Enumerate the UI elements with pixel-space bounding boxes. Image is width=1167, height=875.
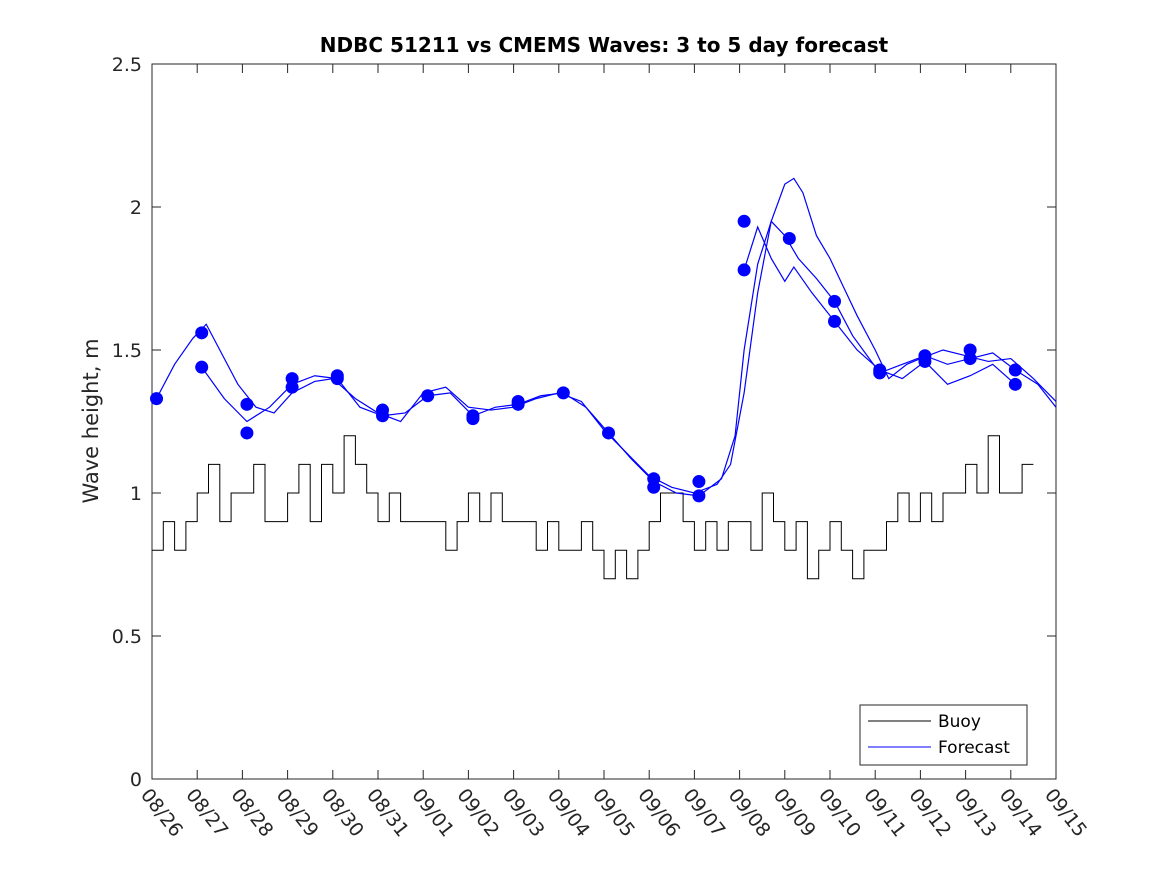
forecast-marker — [918, 354, 932, 368]
x-tick-label: 09/09 — [769, 785, 820, 842]
forecast-marker — [421, 389, 435, 403]
forecast-marker — [285, 380, 299, 394]
forecast-marker — [466, 412, 480, 426]
forecast-marker — [195, 326, 209, 340]
forecast-marker — [963, 352, 977, 366]
x-tick-label: 08/31 — [362, 785, 413, 842]
x-tick-label: 09/14 — [995, 785, 1046, 842]
forecast-line — [743, 225, 1016, 386]
forecast-marker — [873, 366, 887, 380]
forecast-marker — [828, 314, 842, 328]
forecast-marker — [1008, 363, 1022, 377]
plot-frame — [151, 63, 1057, 780]
y-tick-label: 0.5 — [112, 626, 142, 648]
y-axis-label: Wave height, m — [79, 338, 103, 503]
forecast-marker — [1008, 377, 1022, 391]
forecast-marker — [376, 409, 390, 423]
x-tick-label: 08/26 — [136, 785, 187, 842]
forecast-marker — [737, 214, 751, 228]
chart-title: NDBC 51211 vs CMEMS Waves: 3 to 5 day fo… — [320, 33, 889, 57]
forecast-marker — [647, 480, 661, 494]
forecast-marker — [240, 426, 254, 440]
forecast-marker — [195, 360, 209, 374]
forecast-marker — [150, 392, 164, 406]
forecast-marker — [556, 386, 570, 400]
x-tick-label: 09/08 — [724, 785, 775, 842]
forecast-line — [201, 220, 1057, 497]
x-tick-label: 09/15 — [1040, 785, 1091, 842]
forecast-marker — [692, 489, 706, 503]
forecast-marker — [511, 397, 525, 411]
forecast-marker — [782, 231, 796, 245]
x-tick-label: 09/02 — [452, 785, 503, 842]
y-tick-label: 0 — [130, 769, 142, 791]
x-tick-label: 08/28 — [226, 785, 277, 842]
forecast-marker — [828, 294, 842, 308]
x-tick-label: 09/13 — [950, 785, 1001, 842]
y-tick-label: 1 — [130, 483, 142, 505]
x-tick-label: 08/29 — [272, 785, 323, 842]
y-tick-label: 2 — [130, 197, 142, 219]
x-tick-label: 08/27 — [181, 785, 232, 842]
forecast-marker — [240, 397, 254, 411]
x-tick-label: 09/07 — [678, 785, 729, 842]
forecast-marker — [692, 475, 706, 489]
forecast-marker — [602, 426, 616, 440]
x-tick-label: 09/12 — [904, 785, 955, 842]
legend: Buoy Forecast — [859, 704, 1028, 766]
legend-forecast-label: Forecast — [938, 738, 1010, 758]
x-tick-label: 09/06 — [633, 785, 684, 842]
buoy-line — [152, 435, 1034, 580]
x-tick-label: 08/30 — [317, 785, 368, 842]
x-tick-label: 09/03 — [498, 785, 549, 842]
x-tick-label: 09/11 — [859, 785, 910, 842]
x-tick-label: 09/10 — [814, 785, 865, 842]
y-tick-label: 2.5 — [112, 54, 142, 76]
x-tick-label: 09/05 — [588, 785, 639, 842]
x-tick-label: 09/04 — [543, 785, 594, 842]
y-tick-label: 1.5 — [112, 340, 142, 362]
forecast-marker — [737, 263, 751, 277]
forecast-marker — [330, 372, 344, 386]
x-tick-label: 09/01 — [407, 785, 458, 842]
legend-buoy-label: Buoy — [938, 712, 981, 732]
